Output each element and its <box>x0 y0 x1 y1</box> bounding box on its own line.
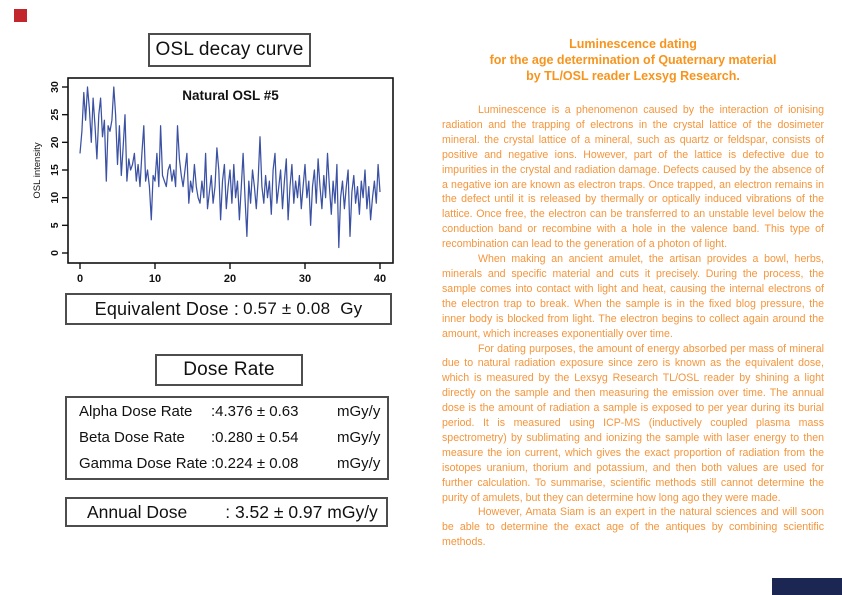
alpha-dose-rate-label: Alpha Dose Rate <box>79 403 193 420</box>
svg-text:40: 40 <box>374 273 386 285</box>
beta-dose-rate-value: :0.280 ± 0.54 <box>211 429 299 446</box>
svg-text:20: 20 <box>224 273 236 285</box>
svg-text:10: 10 <box>149 273 161 285</box>
article-heading-line-1: Luminescence dating <box>569 37 697 51</box>
svg-text:25: 25 <box>49 109 61 121</box>
article-column: Luminescence dating for the age determin… <box>442 36 824 550</box>
gamma-dose-rate-value: :0.224 ± 0.08 <box>211 455 299 472</box>
gamma-dose-rate-label: Gamma Dose Rate <box>79 455 208 472</box>
osl-decay-chart: 0 5 10 15 20 25 30 0 10 20 30 40 Natural OSL #5 OSL i… <box>32 77 394 285</box>
chart-inner-title: Natural OSL #5 <box>182 88 279 103</box>
article-paragraph-1: Luminescence is a phenomenon caused by t… <box>442 104 824 251</box>
osl-decay-curve-title: OSL decay curve <box>155 39 304 60</box>
annual-dose-label: Annual Dose <box>87 501 188 522</box>
dose-rate-row-beta: Beta Dose Rate :0.280 ± 0.54 mGy/y <box>79 425 387 451</box>
article-heading: Luminescence dating for the age determin… <box>442 36 824 84</box>
article-heading-line-3: by TL/OSL reader Lexsyg Research. <box>526 69 740 83</box>
article-heading-line-2: for the age determination of Quaternary … <box>489 53 777 67</box>
gamma-dose-rate-unit: mGy/y <box>337 455 381 472</box>
beta-dose-rate-label: Beta Dose Rate <box>79 429 185 446</box>
osl-decay-curve-title-box: OSL decay curve <box>148 33 311 67</box>
dose-rates-box: Alpha Dose Rate :4.376 ± 0.63 mGy/y Beta… <box>65 396 389 480</box>
svg-text:30: 30 <box>299 273 311 285</box>
article-paragraph-4: However, Amata Siam is an expert in the … <box>442 506 824 549</box>
svg-text:30: 30 <box>49 81 61 93</box>
dose-rate-title: Dose Rate <box>183 359 275 380</box>
svg-text:20: 20 <box>49 136 61 148</box>
dose-rate-row-alpha: Alpha Dose Rate :4.376 ± 0.63 mGy/y <box>79 399 387 425</box>
corner-navy-bar <box>772 578 842 595</box>
corner-red-square <box>14 9 27 22</box>
equivalent-dose-box: Equivalent Dose : 0.57 ± 0.08 Gy <box>65 293 392 325</box>
svg-text:15: 15 <box>49 164 61 176</box>
svg-text:0: 0 <box>49 250 61 256</box>
svg-text:10: 10 <box>49 192 61 204</box>
annual-dose-box: Annual Dose : 3.52 ± 0.97 mGy/y <box>65 497 388 527</box>
annual-dose-value: : 3.52 ± 0.97 mGy/y <box>225 501 378 522</box>
osl-intensity-line <box>79 86 381 249</box>
dose-rate-title-box: Dose Rate <box>155 354 303 386</box>
svg-text:0: 0 <box>77 273 83 285</box>
dose-rate-row-gamma: Gamma Dose Rate :0.224 ± 0.08 mGy/y <box>79 451 387 477</box>
article-paragraph-2: When making an ancient amulet, the artis… <box>442 253 824 340</box>
y-axis-title: OSL intensity <box>32 142 43 198</box>
svg-text:5: 5 <box>49 222 61 228</box>
equivalent-dose-unit: Gy <box>340 299 363 318</box>
alpha-dose-rate-value: :4.376 ± 0.63 <box>211 403 299 420</box>
beta-dose-rate-unit: mGy/y <box>337 429 381 446</box>
article-body: Luminescence is a phenomenon caused by t… <box>442 103 824 550</box>
equivalent-dose-value: 0.57 ± 0.08 <box>243 299 331 318</box>
equivalent-dose-label: Equivalent Dose : <box>94 298 240 319</box>
alpha-dose-rate-unit: mGy/y <box>337 403 381 420</box>
article-paragraph-3: For dating purposes, the amount of energ… <box>442 342 824 504</box>
